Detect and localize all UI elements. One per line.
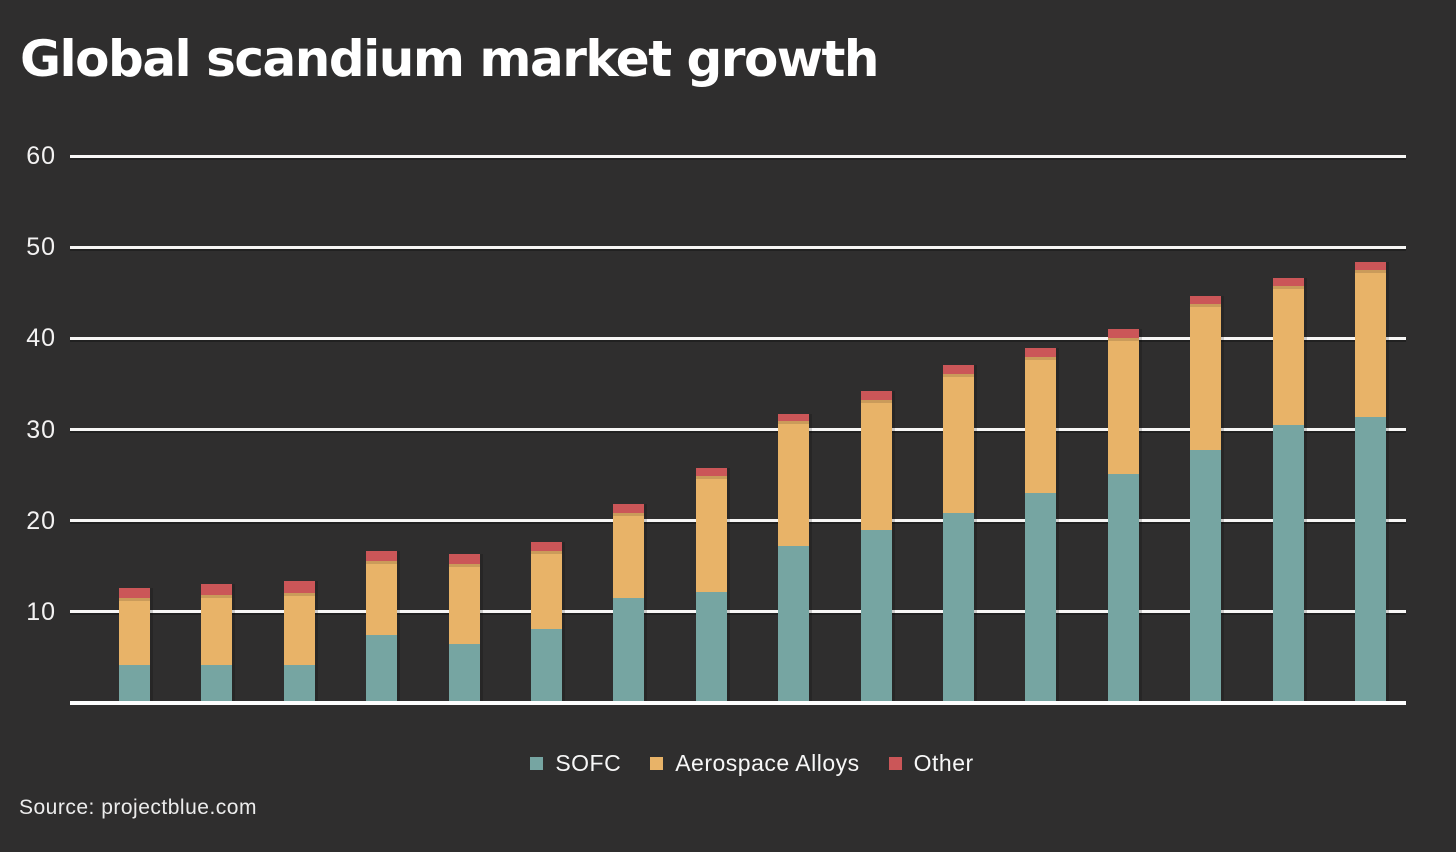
bar-13-segment-sofc (1107, 474, 1139, 701)
gridline-50 (70, 245, 1406, 249)
stacked-bar-7 (613, 504, 645, 701)
bar-9-segment-sofc (778, 546, 810, 701)
bar-6-segment-other (531, 541, 562, 551)
y-tick-label-30: 30 (26, 415, 56, 444)
bar-2-segment-aerospace-alloys (201, 595, 233, 666)
gridline-60 (70, 154, 1406, 158)
bar-12-segment-sofc (1025, 493, 1057, 701)
gridline-40 (70, 336, 1406, 340)
bar-6-segment-sofc (531, 629, 562, 701)
stacked-bar-8 (695, 467, 727, 701)
y-tick-label-50: 50 (26, 233, 56, 262)
bar-15-segment-aerospace-alloys (1272, 286, 1304, 425)
bar-14-segment-sofc (1190, 450, 1222, 701)
bar-1-segment-sofc (119, 665, 150, 701)
bar-9-segment-aerospace-alloys (778, 421, 810, 546)
bar-1-segment-aerospace-alloys (119, 597, 150, 666)
stacked-bar-10 (860, 391, 892, 701)
stacked-bar-15 (1272, 278, 1304, 701)
bar-5-segment-aerospace-alloys (448, 564, 480, 644)
bar-12-segment-aerospace-alloys (1025, 357, 1057, 494)
legend-swatch-icon (650, 757, 664, 770)
plot-area: 60 50 40 30 20 10 (26, 144, 1406, 705)
bar-11-segment-sofc (943, 513, 974, 701)
bar-4-segment-aerospace-alloys (366, 560, 398, 636)
stacked-bar-13 (1107, 329, 1139, 701)
bar-12-segment-other (1025, 348, 1057, 358)
bar-1-segment-other (119, 587, 150, 598)
bar-10-segment-other (860, 391, 892, 401)
bar-15-segment-other (1272, 278, 1304, 287)
bar-8-segment-sofc (695, 591, 727, 701)
bar-10-segment-aerospace-alloys (860, 400, 892, 530)
bar-3-segment-sofc (283, 665, 315, 701)
gridline-10 (70, 610, 1406, 614)
legend-swatch-icon (888, 757, 902, 770)
y-tick-label-10: 10 (26, 597, 56, 626)
stacked-bar-9 (778, 413, 810, 701)
bar-10-segment-sofc (860, 529, 892, 701)
bar-6-segment-aerospace-alloys (531, 550, 562, 629)
bar-4-segment-other (366, 550, 398, 561)
legend-item-other: Other (888, 750, 974, 777)
bar-8-segment-aerospace-alloys (695, 475, 727, 592)
stacked-bar-14 (1190, 296, 1222, 701)
bar-5-segment-sofc (448, 643, 480, 701)
bar-7-segment-other (613, 504, 645, 514)
stacked-bar-3 (283, 580, 315, 701)
bar-11-segment-aerospace-alloys (943, 373, 974, 514)
bar-14-segment-aerospace-alloys (1190, 303, 1222, 451)
x-axis-baseline (70, 701, 1406, 705)
bar-15-segment-sofc (1272, 424, 1304, 701)
bar-2-segment-other (201, 584, 233, 596)
bar-8-segment-other (695, 467, 727, 476)
legend-label: SOFC (555, 750, 622, 776)
legend-item-aerospace-alloys: Aerospace Alloys (650, 750, 859, 777)
bar-4-segment-sofc (366, 635, 398, 701)
bar-13-segment-aerospace-alloys (1107, 338, 1139, 474)
stacked-bar-5 (448, 554, 480, 701)
bar-9-segment-other (778, 413, 810, 422)
bar-11-segment-other (943, 364, 974, 374)
bar-14-segment-other (1190, 296, 1222, 304)
bar-13-segment-other (1107, 329, 1139, 339)
gridline-30 (70, 428, 1406, 431)
stacked-bar-6 (531, 541, 562, 701)
bar-7-segment-sofc (613, 598, 645, 701)
bar-7-segment-aerospace-alloys (613, 513, 645, 598)
source-note: Source: projectblue.com (19, 796, 257, 819)
y-tick-label-60: 60 (26, 142, 56, 170)
stacked-bar-12 (1025, 348, 1057, 701)
chart-title: Global scandium market growth (20, 30, 880, 88)
stacked-bar-11 (943, 364, 974, 701)
bar-3-segment-aerospace-alloys (283, 592, 315, 666)
bar-16-segment-other (1355, 261, 1386, 270)
y-tick-label-40: 40 (26, 324, 56, 353)
legend-label: Other (913, 750, 974, 776)
y-tick-label-20: 20 (26, 506, 56, 535)
bar-3-segment-other (283, 580, 315, 593)
legend-swatch-icon (530, 757, 544, 770)
legend: SOFC Aerospace Alloys Other (24, 750, 1456, 777)
bar-16-segment-sofc (1355, 416, 1386, 701)
stacked-bar-4 (366, 550, 398, 701)
legend-item-sofc: SOFC (530, 750, 621, 777)
gridline-20 (70, 519, 1406, 523)
bar-16-segment-aerospace-alloys (1355, 269, 1386, 417)
bar-2-segment-sofc (201, 665, 233, 701)
stacked-bar-2 (201, 584, 233, 701)
legend-label: Aerospace Alloys (675, 750, 860, 776)
bar-5-segment-other (448, 554, 480, 565)
stacked-bar-16 (1355, 261, 1386, 701)
stacked-bar-1 (119, 587, 150, 701)
